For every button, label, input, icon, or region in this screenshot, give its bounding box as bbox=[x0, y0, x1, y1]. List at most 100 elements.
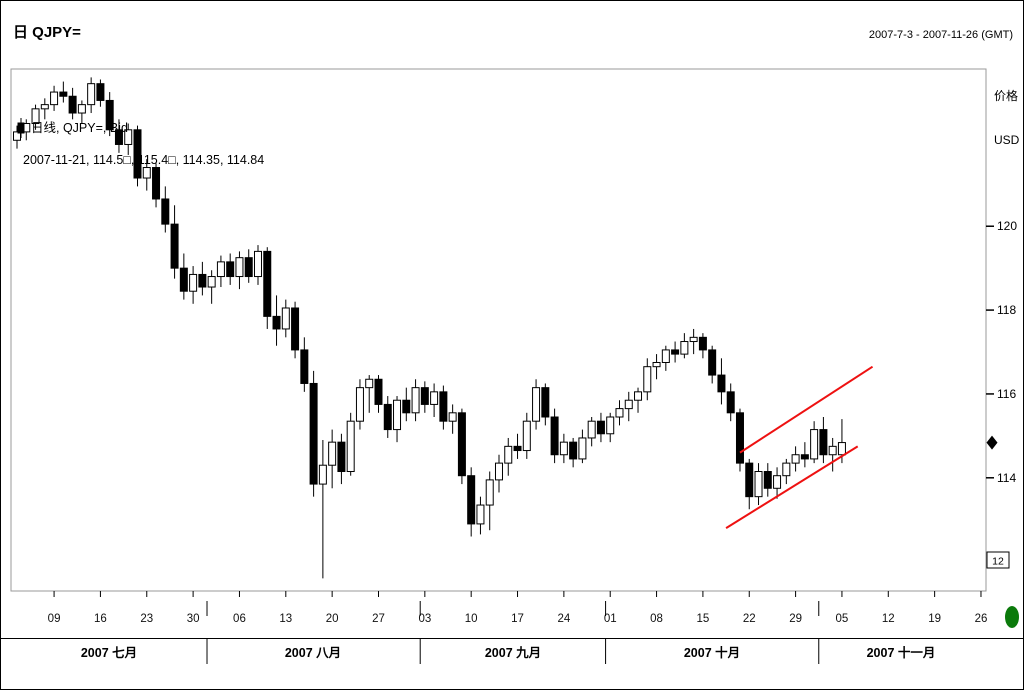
candle bbox=[383, 396, 392, 438]
candle bbox=[133, 125, 142, 187]
candle bbox=[393, 396, 402, 443]
x-tick-label: 27 bbox=[372, 613, 385, 625]
candle bbox=[198, 261, 207, 296]
candle bbox=[698, 333, 707, 359]
bottom-axis-box-label: 12 bbox=[992, 556, 1004, 568]
candle bbox=[717, 358, 726, 405]
y-tick-label: 114 bbox=[997, 471, 1016, 485]
y-tick-label: 118 bbox=[997, 303, 1016, 317]
x-tick-label: 05 bbox=[836, 613, 849, 625]
candle bbox=[152, 163, 161, 208]
candles-layer bbox=[13, 77, 846, 579]
x-tick-label: 29 bbox=[789, 613, 802, 625]
candle bbox=[40, 98, 49, 120]
candle bbox=[745, 458, 754, 510]
y-axis-title-price: 价格 bbox=[994, 88, 1018, 103]
candle bbox=[346, 412, 355, 476]
candle bbox=[59, 81, 68, 103]
x-tick-label: 23 bbox=[140, 613, 153, 625]
x-tick-label: 20 bbox=[326, 613, 339, 625]
x-tick-label: 19 bbox=[928, 613, 941, 625]
candle bbox=[587, 417, 596, 447]
candle bbox=[105, 92, 114, 137]
bottom-axis-box: 12 bbox=[986, 551, 1010, 569]
green-status-oval-icon bbox=[1005, 606, 1019, 628]
candle bbox=[550, 408, 559, 464]
candle bbox=[411, 379, 420, 422]
candle bbox=[402, 387, 411, 422]
x-tick-label: 24 bbox=[557, 613, 570, 625]
candle bbox=[189, 266, 198, 304]
x-tick-label: 06 bbox=[233, 613, 246, 625]
legend-quote-values: 2007-11-21, 114.5□, 115.4□, 114.35, 114.… bbox=[23, 153, 264, 167]
candle bbox=[671, 341, 680, 363]
candle bbox=[96, 79, 105, 107]
candle bbox=[281, 299, 290, 338]
candle bbox=[504, 437, 513, 476]
candle bbox=[114, 119, 123, 153]
last-price-marker-icon bbox=[986, 435, 998, 450]
candle bbox=[309, 370, 318, 497]
chart-title: 日 QJPY= bbox=[13, 24, 81, 41]
candle bbox=[494, 454, 503, 493]
candle bbox=[596, 412, 605, 443]
x-tick-label: 26 bbox=[975, 613, 988, 625]
x-tick-label: 10 bbox=[465, 613, 478, 625]
plot-border bbox=[10, 68, 987, 592]
candle bbox=[559, 433, 568, 464]
y-axis: 120 118 116 114 bbox=[986, 219, 1017, 485]
candle bbox=[124, 123, 133, 155]
candle bbox=[773, 467, 782, 499]
candle bbox=[569, 437, 578, 468]
candle bbox=[77, 100, 86, 124]
y-tick-label: 116 bbox=[997, 387, 1016, 401]
candle bbox=[226, 253, 235, 285]
x-tick-label: 03 bbox=[418, 613, 431, 625]
x-tick-label: 09 bbox=[48, 613, 61, 625]
x-axis: 09 16 23 30 06 13 20 27 03 10 17 24 01 08 15 22 29 05 12 19… bbox=[1, 591, 1023, 664]
candle bbox=[467, 467, 476, 537]
legend-series-label: 日线, QJPY=, Bid bbox=[31, 121, 128, 135]
candle bbox=[235, 251, 244, 290]
candle bbox=[365, 375, 374, 413]
candle bbox=[142, 159, 151, 191]
candle bbox=[420, 381, 429, 413]
candle bbox=[207, 270, 216, 304]
candle bbox=[300, 337, 309, 392]
x-tick-label: 30 bbox=[187, 613, 200, 625]
x-tick-label: 15 bbox=[697, 613, 710, 625]
candle bbox=[810, 421, 819, 464]
candle bbox=[476, 496, 485, 535]
month-label: 2007 七月 bbox=[81, 646, 137, 660]
candle bbox=[726, 383, 735, 422]
candle bbox=[652, 354, 661, 380]
candle bbox=[161, 186, 170, 233]
candle bbox=[374, 375, 383, 413]
candle bbox=[513, 433, 522, 459]
month-label: 2007 九月 bbox=[485, 645, 541, 660]
month-label: 2007 十月 bbox=[684, 645, 740, 660]
x-tick-label: 01 bbox=[604, 613, 617, 625]
candle bbox=[272, 295, 281, 346]
candle bbox=[87, 77, 96, 114]
candle bbox=[522, 412, 531, 459]
candle bbox=[439, 385, 448, 430]
candle bbox=[828, 437, 837, 472]
candle-icon bbox=[17, 118, 25, 138]
candle bbox=[430, 383, 439, 417]
trendline bbox=[739, 365, 874, 454]
trendlines-layer bbox=[725, 365, 874, 529]
candle bbox=[337, 433, 346, 485]
candle bbox=[763, 463, 772, 497]
candle bbox=[735, 408, 744, 472]
x-tick-label: 17 bbox=[511, 613, 524, 625]
x-tick-label: 16 bbox=[94, 613, 107, 625]
x-tick-label: 12 bbox=[882, 613, 895, 625]
candle bbox=[624, 391, 633, 422]
candle bbox=[50, 85, 59, 111]
candle bbox=[328, 429, 337, 489]
month-label: 2007 十一月 bbox=[867, 645, 936, 660]
candle bbox=[708, 345, 717, 384]
candle bbox=[31, 104, 40, 130]
